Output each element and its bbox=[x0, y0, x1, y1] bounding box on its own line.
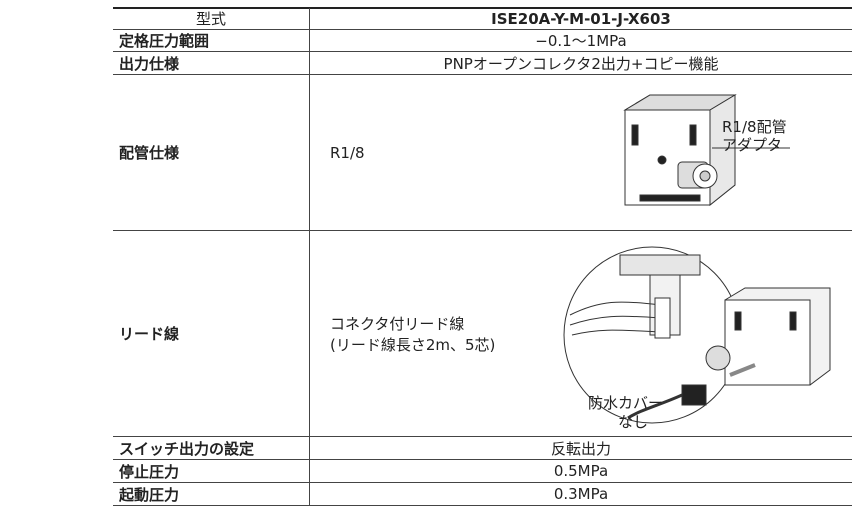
row-value: コネクタ付リード線 (リード線長さ2m、5芯) bbox=[310, 231, 852, 437]
value-line: (リード線長さ2m、5芯) bbox=[330, 335, 496, 354]
row-label: 出力仕様 bbox=[113, 52, 310, 75]
row-label: 定格圧力範囲 bbox=[113, 30, 310, 52]
row-value: −0.1〜1MPa bbox=[310, 30, 852, 52]
row-label: 停止圧力 bbox=[113, 460, 310, 483]
sensor-illustration bbox=[623, 94, 790, 207]
row-label: 起動圧力 bbox=[113, 483, 310, 506]
figure-label: R1/8配管 bbox=[722, 118, 787, 136]
figure-label: 防水カバー bbox=[588, 394, 664, 412]
row-value: 0.3MPa bbox=[310, 483, 852, 506]
row-value: 反転出力 bbox=[310, 437, 852, 460]
row-label: 配管仕様 bbox=[113, 75, 310, 231]
row-value: 0.5MPa bbox=[310, 460, 852, 483]
row-value: PNPオープンコレクタ2出力+コピー機能 bbox=[310, 52, 852, 75]
row-value: R1/8 bbox=[310, 75, 852, 231]
header-label: 型式 bbox=[113, 8, 310, 30]
figure-label: なし bbox=[618, 413, 649, 431]
value-line: コネクタ付リード線 bbox=[330, 314, 465, 333]
row-label: リード線 bbox=[113, 231, 310, 437]
lead-illustration bbox=[563, 246, 831, 424]
header-model: ISE20A-Y-M-01-J-X603 bbox=[310, 8, 852, 30]
figure-label: アダプタ bbox=[722, 136, 783, 154]
row-label: スイッチ出力の設定 bbox=[113, 437, 310, 460]
